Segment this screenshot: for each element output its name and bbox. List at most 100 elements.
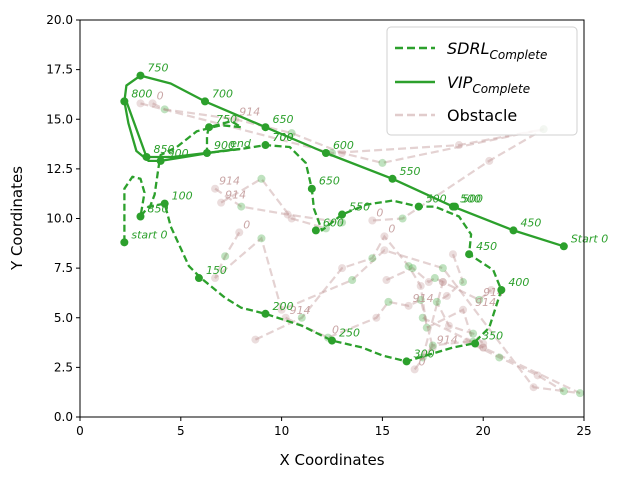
path-label: start 0: [131, 228, 167, 241]
obstacle-point: [495, 353, 504, 362]
obstacle-point: [372, 313, 381, 322]
path-marker: [307, 184, 316, 193]
path-label: 350: [482, 330, 503, 343]
x-axis-label: X Coordinates: [279, 451, 384, 469]
obstacle-point: [428, 341, 437, 350]
path-marker: [142, 152, 151, 161]
obstacle-label: 0: [388, 222, 395, 235]
obstacle-point: [257, 174, 266, 183]
obstacle-point: [487, 285, 496, 294]
obstacle-point: [418, 353, 427, 362]
y-tick-label: 7.5: [54, 261, 73, 275]
path-label: 650: [319, 175, 340, 188]
obstacle-point: [529, 383, 538, 392]
path-label: 500: [460, 193, 481, 206]
y-axis-label: Y Coordinates: [8, 166, 26, 271]
obstacle-point: [338, 264, 347, 273]
obstacle-path: [152, 102, 544, 165]
obstacle-point: [287, 129, 296, 138]
y-tick-label: 17.5: [46, 63, 73, 77]
path-marker: [338, 210, 347, 219]
path-marker: [509, 226, 518, 235]
sdrl-path: [123, 120, 503, 363]
y-tick-label: 5.0: [54, 311, 73, 325]
path-marker: [120, 238, 129, 247]
path-marker: [261, 123, 270, 132]
x-tick-label: 20: [476, 424, 491, 438]
obstacle-point: [416, 281, 425, 290]
path-marker: [160, 199, 169, 208]
path-marker: [311, 226, 320, 235]
obstacle-path: [385, 266, 444, 284]
path-label: 850: [154, 143, 175, 156]
obstacle-point: [438, 264, 447, 273]
path-marker: [261, 141, 270, 150]
obstacle-point: [459, 305, 468, 314]
path-label: 750: [216, 113, 237, 126]
obstacle-point: [136, 99, 145, 108]
obstacle-point: [235, 228, 244, 237]
obstacle-label: 914: [475, 296, 496, 309]
ticks-layer: 0 5 10 15 20 25 0.0 2.5 5.0 7.5 10.0 12.5 15.0 17.5 20…: [46, 13, 591, 438]
obstacle-point: [448, 250, 457, 259]
path-marker: [136, 212, 145, 221]
obstacle-point: [221, 252, 230, 261]
path-marker: [471, 339, 480, 348]
obstacle-point: [438, 278, 447, 287]
obstacle-point: [281, 313, 290, 322]
path-label: end: [230, 137, 252, 150]
y-tick-label: 2.5: [54, 360, 73, 374]
obstacle-point: [479, 343, 488, 352]
path-marker: [156, 156, 165, 165]
obstacle-label: 914: [437, 334, 458, 347]
path-label: 700: [272, 131, 293, 144]
obstacle-point: [428, 343, 437, 352]
path-label: 100: [172, 190, 193, 203]
obstacle-label: 0: [243, 218, 250, 231]
path-marker: [136, 71, 145, 80]
obstacle-path: [214, 187, 343, 224]
y-tick-label: 15.0: [46, 112, 73, 126]
path-marker: [120, 97, 129, 106]
path-label: 450: [476, 240, 497, 253]
obstacle-point: [475, 295, 484, 304]
obstacle-point: [444, 321, 453, 330]
obstacle-label: 0: [157, 89, 164, 102]
path-label: 700: [272, 131, 293, 144]
path-marker: [414, 202, 423, 211]
y-tick-label: 12.5: [46, 162, 73, 176]
y-tick-label: 10.0: [46, 212, 73, 226]
obstacle-point: [338, 148, 347, 157]
x-tick-label: 5: [177, 424, 185, 438]
path-label: 600: [333, 139, 354, 152]
obstacle-path: [435, 253, 484, 345]
path-label: 300: [414, 347, 435, 360]
obstacle-label: 0: [332, 324, 339, 337]
obstacle-point: [211, 184, 220, 193]
path-label: 250: [339, 327, 360, 340]
obstacle-point: [455, 141, 464, 150]
path-label: 550: [399, 165, 420, 178]
obstacle-label: 914: [239, 105, 260, 118]
obstacle-point: [287, 214, 296, 223]
obstacle-point: [398, 214, 407, 223]
obstacle-label: 914: [290, 304, 311, 317]
obstacle-point: [257, 234, 266, 243]
obstacle-point: [368, 254, 377, 263]
path-label: 650: [272, 113, 293, 126]
obstacle-label: 914: [225, 189, 246, 202]
obstacle-point: [384, 297, 393, 306]
obstacle-point: [378, 158, 387, 167]
obstacle-label: 0: [376, 206, 383, 219]
path-marker: [328, 336, 336, 345]
legend-label-sdrl: SDRLComplete: [447, 39, 547, 62]
obstacle-point: [211, 274, 220, 283]
obstacle-point: [416, 295, 425, 304]
obstacle-point: [348, 276, 357, 285]
obstacle-point: [283, 210, 292, 219]
obstacle-point: [380, 232, 389, 241]
obstacle-point: [338, 218, 347, 227]
obstacle-point: [422, 323, 431, 332]
legend-label-vip: VIPComplete: [447, 73, 530, 96]
